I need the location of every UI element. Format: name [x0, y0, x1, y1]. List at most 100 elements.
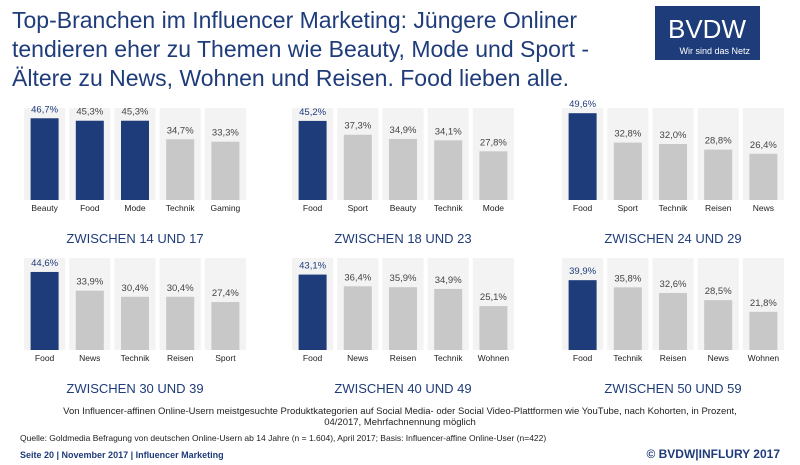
category-label: Food — [80, 203, 100, 213]
bar — [659, 144, 687, 200]
category-label: Food — [573, 353, 593, 363]
category-label: Beauty — [390, 203, 417, 213]
value-label: 34,1% — [435, 126, 462, 137]
bar — [479, 151, 508, 200]
bar — [121, 120, 149, 200]
source: Quelle: Goldmedia Befragung von deutsche… — [20, 433, 546, 443]
bar — [749, 153, 778, 200]
category-label: Sport — [618, 203, 639, 213]
value-label: 32,6% — [660, 279, 687, 290]
category-label: Technik — [166, 203, 196, 213]
footer-left: Seite 20 | November 2017 | Influencer Ma… — [20, 450, 224, 460]
value-label: 45,3% — [76, 107, 103, 118]
value-label: 26,4% — [750, 140, 777, 151]
value-label: 33,9% — [76, 277, 103, 288]
bar — [434, 288, 463, 350]
bar — [389, 287, 417, 350]
chart-title: ZWISCHEN 24 UND 29 — [604, 231, 741, 246]
bar — [75, 290, 104, 350]
category-label: News — [753, 203, 774, 213]
value-label: 39,9% — [569, 266, 596, 277]
bar — [211, 141, 240, 200]
bar — [75, 120, 104, 200]
bar — [166, 296, 195, 350]
category-label: Reisen — [167, 353, 194, 363]
chart-title: ZWISCHEN 18 UND 23 — [334, 231, 471, 246]
bar — [298, 120, 327, 200]
logo: BVDW — [668, 14, 746, 44]
category-label: Food — [35, 353, 55, 363]
title: Top-Branchen im Influencer Marketing: Jü… — [12, 7, 577, 33]
footer-right: © BVDW|INFLURY 2017 — [646, 447, 780, 461]
title: tendieren eher zu Themen wie Beauty, Mod… — [12, 36, 589, 62]
value-label: 30,4% — [122, 283, 149, 294]
category-label: Technik — [659, 203, 689, 213]
value-label: 45,3% — [122, 107, 149, 118]
value-label: 33,3% — [212, 128, 239, 139]
bar — [30, 118, 59, 200]
value-label: 30,4% — [167, 283, 194, 294]
category-label: Technik — [434, 353, 464, 363]
value-label: 49,6% — [569, 99, 596, 110]
value-label: 34,9% — [390, 125, 417, 136]
bar — [613, 142, 642, 200]
bar — [298, 274, 327, 350]
category-label: Food — [303, 353, 323, 363]
chart-title: ZWISCHEN 50 UND 59 — [604, 381, 741, 396]
category-label: Sport — [348, 203, 369, 213]
category-label: Technik — [434, 203, 464, 213]
value-label: 44,6% — [31, 258, 58, 269]
logo-tagline: Wir sind das Netz — [679, 46, 750, 56]
bar — [749, 311, 778, 350]
value-label: 37,3% — [344, 121, 371, 132]
value-label: 45,2% — [299, 107, 326, 118]
category-label: Technik — [613, 353, 643, 363]
bar — [704, 300, 733, 350]
value-label: 35,9% — [390, 273, 417, 284]
category-label: Technik — [121, 353, 151, 363]
category-label: Reisen — [390, 353, 417, 363]
chart-title: ZWISCHEN 14 UND 17 — [66, 231, 203, 246]
category-label: Beauty — [31, 203, 58, 213]
category-label: Food — [573, 203, 593, 213]
bar — [343, 134, 372, 200]
value-label: 43,1% — [299, 261, 326, 272]
bar — [659, 292, 687, 350]
value-label: 46,7% — [31, 104, 58, 115]
value-label: 21,8% — [750, 298, 777, 309]
category-label: Food — [303, 203, 323, 213]
bar — [343, 286, 372, 350]
value-label: 32,8% — [614, 129, 641, 140]
value-label: 36,4% — [344, 272, 371, 283]
bar — [389, 138, 417, 200]
value-label: 27,4% — [212, 288, 239, 299]
category-label: News — [347, 353, 368, 363]
bar — [568, 280, 597, 350]
category-label: Gaming — [211, 203, 241, 213]
value-label: 25,1% — [480, 292, 507, 303]
title: Ältere zu News, Wohnen und Reisen. Food … — [12, 65, 569, 91]
category-label: Sport — [215, 353, 236, 363]
category-label: News — [79, 353, 100, 363]
value-label: 28,8% — [705, 136, 732, 147]
category-label: Mode — [124, 203, 146, 213]
category-label: Reisen — [705, 203, 732, 213]
note: Von Influencer-affinen Online-Usern meis… — [63, 406, 737, 417]
value-label: 35,8% — [614, 273, 641, 284]
value-label: 34,9% — [435, 275, 462, 286]
logo-box — [655, 6, 760, 60]
bar — [568, 113, 597, 200]
bar — [30, 271, 59, 350]
value-label: 32,0% — [660, 130, 687, 141]
bar — [166, 139, 195, 200]
chart-title: ZWISCHEN 30 UND 39 — [66, 381, 203, 396]
category-label: Wohnen — [478, 353, 510, 363]
category-label: Wohnen — [748, 353, 780, 363]
bar — [479, 306, 508, 350]
category-label: News — [708, 353, 729, 363]
value-label: 27,8% — [480, 137, 507, 148]
bar — [211, 302, 240, 350]
value-label: 28,5% — [705, 286, 732, 297]
bar — [613, 287, 642, 350]
